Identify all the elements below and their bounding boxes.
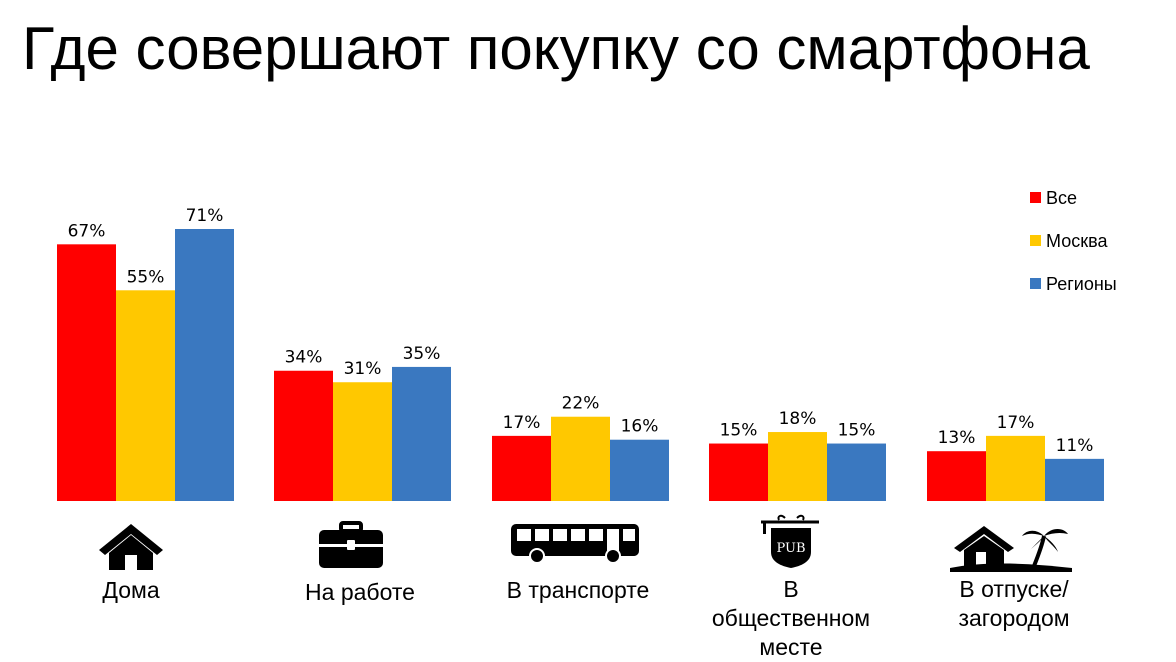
pub-sign-icon: PUB: [761, 514, 819, 568]
category-label-vacation: В отпуске/ загородом: [958, 576, 1070, 631]
bar-moscow-1: [333, 382, 392, 501]
legend-swatch-moscow: [1030, 235, 1041, 246]
data-label-regions-3: 15%: [838, 421, 876, 441]
data-label-moscow-4: 17%: [997, 413, 1035, 433]
bus-icon: [511, 524, 639, 564]
bar-all-2: [492, 435, 551, 501]
legend-label-moscow: Москва: [1046, 231, 1108, 251]
data-label-regions-2: 16%: [621, 417, 659, 437]
data-label-all-0: 67%: [68, 221, 106, 241]
bar-all-3: [709, 443, 768, 501]
bar-all-0: [57, 244, 116, 501]
data-label-all-1: 34%: [285, 348, 323, 368]
svg-text:PUB: PUB: [776, 541, 805, 556]
legend-swatch-all: [1030, 192, 1041, 203]
data-label-regions-1: 35%: [403, 344, 441, 364]
bar-moscow-2: [551, 416, 610, 501]
chart-title: Где совершают покупку со смартфона: [22, 15, 1090, 82]
bar-regions-2: [610, 439, 669, 501]
category-label-transport: В транспорте: [506, 577, 650, 603]
data-label-moscow-0: 55%: [127, 267, 165, 287]
category-label-home: Дома: [102, 577, 160, 603]
briefcase-icon: [319, 521, 383, 568]
legend-label-all: Все: [1046, 188, 1077, 208]
data-label-moscow-2: 22%: [562, 394, 600, 414]
bar-all-1: [274, 370, 333, 501]
bar-moscow-3: [768, 432, 827, 501]
category-label-public-place: В общественном месте: [711, 576, 871, 660]
house-icon: [99, 524, 163, 570]
data-label-regions-0: 71%: [186, 206, 224, 226]
legend-swatch-regions: [1030, 278, 1041, 289]
beach-house-icon: [950, 526, 1072, 572]
data-label-moscow-3: 18%: [779, 409, 817, 429]
data-label-moscow-1: 31%: [344, 359, 382, 379]
bar-regions-0: [175, 229, 234, 501]
data-label-all-4: 13%: [938, 428, 976, 448]
data-label-all-3: 15%: [720, 421, 758, 441]
bar-moscow-4: [986, 435, 1045, 501]
bar-moscow-0: [116, 290, 175, 501]
legend-label-regions: Регионы: [1046, 274, 1117, 294]
data-label-regions-4: 11%: [1056, 436, 1094, 456]
bar-regions-1: [392, 366, 451, 501]
bar-all-4: [927, 451, 986, 501]
bar-regions-4: [1045, 458, 1104, 501]
data-label-all-2: 17%: [503, 413, 541, 433]
bar-regions-3: [827, 443, 886, 501]
category-label-work: На работе: [305, 579, 415, 605]
